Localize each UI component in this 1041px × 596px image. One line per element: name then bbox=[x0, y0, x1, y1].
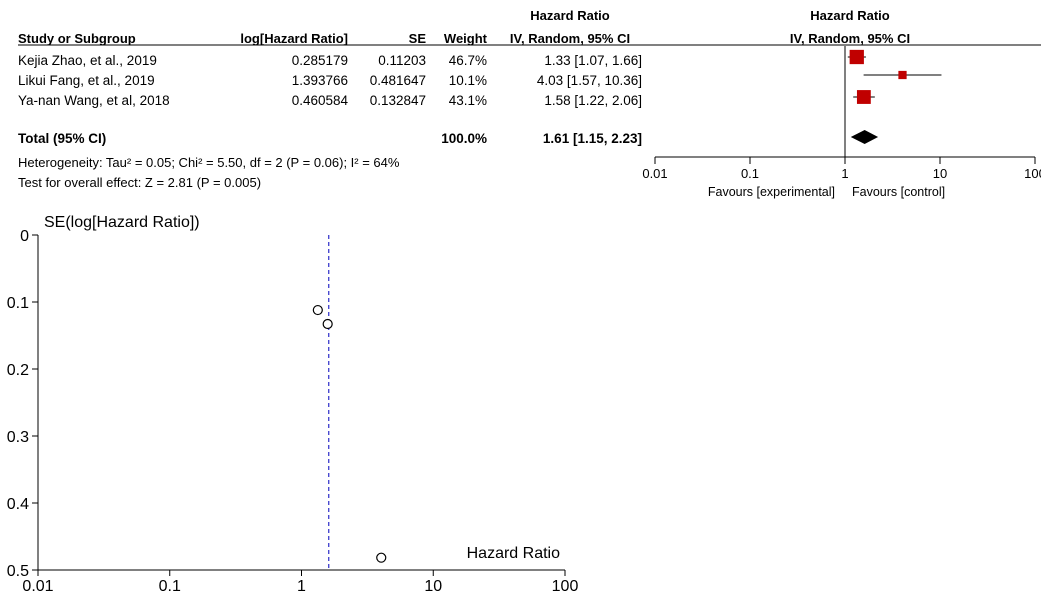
study-point bbox=[312, 304, 323, 316]
header-hr-method: IV, Random, 95% CI bbox=[509, 31, 631, 46]
hr-column-title: Hazard Ratio bbox=[530, 8, 610, 23]
study-ci: 4.03 [1.57, 10.36] bbox=[536, 73, 642, 88]
funnel-y-tick-label: 0.4 bbox=[7, 496, 29, 513]
funnel-y-tick-label: 0 bbox=[20, 228, 29, 245]
favours-left-label: Favours [experimental] bbox=[708, 185, 835, 199]
forest-tick-label: 0.01 bbox=[642, 166, 667, 181]
funnel-y-tick-label: 0.3 bbox=[7, 429, 29, 446]
study-marker bbox=[856, 90, 871, 104]
study-weight: 10.1% bbox=[448, 73, 487, 88]
study-point bbox=[376, 552, 387, 563]
study-ci: 1.33 [1.07, 1.66] bbox=[544, 53, 642, 68]
heterogeneity-text: Heterogeneity: Tau² = 0.05; Chi² = 5.50,… bbox=[18, 155, 400, 170]
study-name: Ya-nan Wang, et al, 2018 bbox=[18, 93, 170, 108]
study-log-hr: 1.393766 bbox=[291, 73, 348, 88]
total-label: Total (95% CI) bbox=[18, 131, 107, 146]
funnel-x-label: Hazard Ratio bbox=[467, 545, 560, 562]
total-weight: 100.0% bbox=[441, 131, 487, 146]
study-ci: 1.58 [1.22, 2.06] bbox=[544, 93, 642, 108]
study-name: Likui Fang, et al., 2019 bbox=[18, 73, 155, 88]
header-study: Study or Subgroup bbox=[18, 31, 136, 46]
funnel-x-tick-label: 10 bbox=[424, 578, 442, 595]
total-ci: 1.61 [1.15, 2.23] bbox=[542, 131, 642, 146]
forest-plot: 0.01 0.1 1 10 100 Favours [experimental] Fav… bbox=[18, 44, 1041, 199]
forest-tick-label: 0.1 bbox=[741, 166, 759, 181]
study-marker bbox=[898, 70, 907, 80]
funnel-y-label: SE(log[Hazard Ratio]) bbox=[44, 214, 200, 231]
study-weight: 43.1% bbox=[448, 93, 487, 108]
forest-marks bbox=[844, 46, 942, 157]
study-se: 0.481647 bbox=[369, 73, 426, 88]
favours-right-label: Favours [control] bbox=[852, 185, 945, 199]
forest-x-axis: 0.01 0.1 1 10 100 bbox=[642, 156, 1041, 181]
funnel-axes: 0 0.1 0.2 0.3 0.4 0.50.01 0.1 1 10 100 bbox=[7, 228, 579, 595]
study-marker bbox=[849, 49, 864, 65]
plot-title: Hazard Ratio bbox=[810, 8, 890, 23]
study-log-hr: 0.285179 bbox=[291, 53, 348, 68]
header-weight: Weight bbox=[443, 31, 487, 46]
funnel-x-tick-label: 0.1 bbox=[159, 578, 181, 595]
study-log-hr: 0.460584 bbox=[291, 93, 348, 108]
funnel-y-tick-label: 0.1 bbox=[7, 295, 29, 312]
study-point bbox=[322, 318, 333, 330]
forest-tick-label: 10 bbox=[933, 166, 947, 181]
header-se: SE bbox=[408, 31, 426, 46]
forest-tick-label: 100 bbox=[1024, 166, 1041, 181]
funnel-y-tick-label: 0.2 bbox=[7, 362, 29, 379]
forest-tick-label: 1 bbox=[841, 166, 848, 181]
study-se: 0.132847 bbox=[369, 93, 426, 108]
overall-effect-text: Test for overall effect: Z = 2.81 (P = 0… bbox=[18, 175, 262, 190]
pooled-diamond bbox=[850, 130, 879, 144]
header-log-hr: log[Hazard Ratio] bbox=[240, 31, 348, 46]
study-name: Kejia Zhao, et al., 2019 bbox=[18, 53, 157, 68]
plot-method: IV, Random, 95% CI bbox=[789, 31, 911, 46]
funnel-y-tick-label: 0.5 bbox=[7, 563, 29, 580]
funnel-x-tick-label: 0.01 bbox=[22, 578, 53, 595]
funnel-x-tick-label: 100 bbox=[552, 578, 579, 595]
study-se: 0.11203 bbox=[378, 53, 426, 68]
study-weight: 46.7% bbox=[448, 53, 487, 68]
funnel-x-tick-label: 1 bbox=[297, 578, 306, 595]
funnel-marks bbox=[312, 235, 387, 570]
funnel-plot: SE(log[Hazard Ratio]) Hazard Ratio 00.10… bbox=[7, 214, 579, 595]
